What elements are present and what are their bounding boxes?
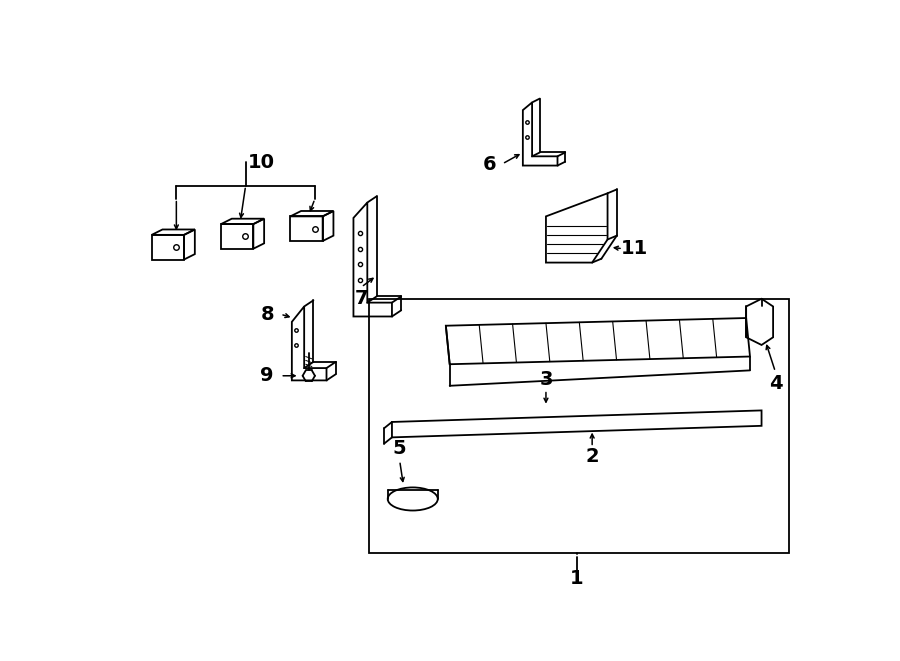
- Text: 2: 2: [585, 447, 599, 466]
- Text: 10: 10: [248, 153, 274, 172]
- Text: 6: 6: [483, 155, 497, 174]
- Text: 7: 7: [355, 290, 368, 308]
- Text: 11: 11: [621, 239, 648, 258]
- Text: 8: 8: [260, 305, 274, 324]
- Text: 1: 1: [570, 568, 583, 588]
- Bar: [369, 299, 788, 553]
- Text: 3: 3: [539, 370, 553, 389]
- Text: 5: 5: [392, 440, 407, 459]
- Text: 9: 9: [260, 366, 274, 385]
- Text: 4: 4: [769, 374, 782, 393]
